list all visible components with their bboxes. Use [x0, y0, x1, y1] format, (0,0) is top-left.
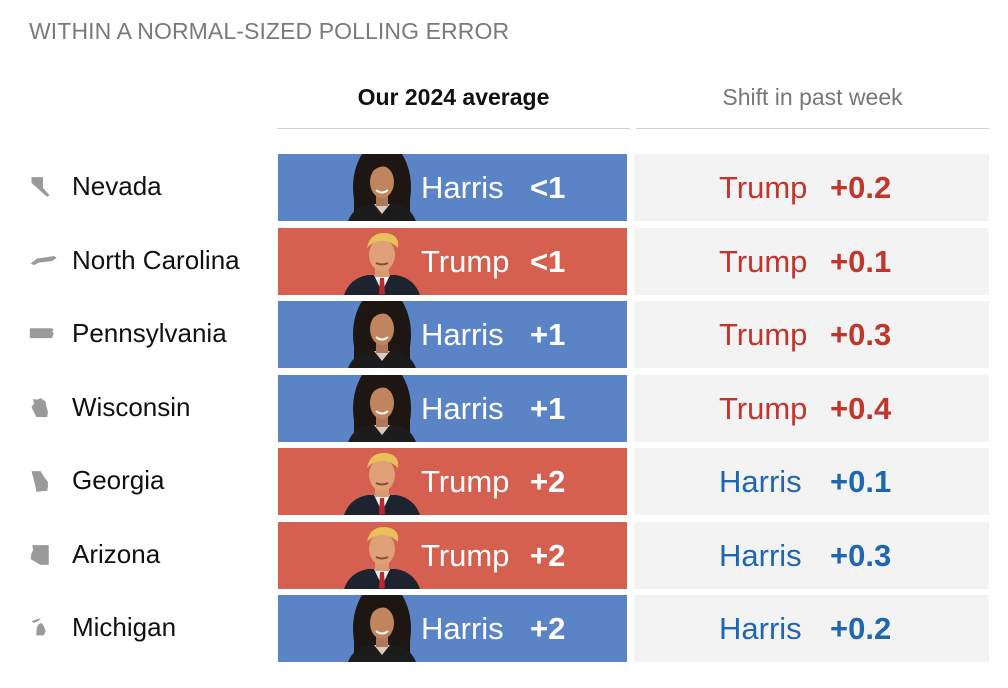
table-row: Nevada Harris <1 Trump +0.2: [0, 154, 1008, 221]
state-name: Pennsylvania: [72, 318, 227, 348]
table-row: Arizona Trump +2 Harris +0.3: [0, 521, 1008, 589]
shift-value: +0.2: [830, 170, 892, 205]
leader-name: Trump: [421, 243, 510, 279]
shift-value: +0.1: [830, 464, 892, 499]
shift-value: +0.3: [830, 537, 892, 573]
state-shape-icon: [29, 247, 57, 275]
column-header-shift: Shift in past week: [722, 84, 903, 110]
state-name: Michigan: [72, 612, 177, 642]
leader-name: Harris: [421, 390, 504, 426]
table-row: Michigan Harris +2 Harris +0.2: [0, 595, 1008, 662]
average-cell: Harris +1: [278, 301, 627, 368]
average-cell: Trump +2: [278, 448, 627, 515]
shift-candidate: Harris: [719, 464, 802, 499]
shift-cell: Harris +0.1: [634, 448, 989, 515]
shift-candidate: Trump: [719, 317, 808, 352]
column-rule-average: [277, 128, 630, 129]
harris-portrait: [340, 595, 424, 662]
average-cell: Harris +2: [278, 595, 627, 662]
state-shape-icon: [29, 173, 57, 201]
harris-portrait: [340, 154, 424, 221]
trump-portrait: [340, 448, 424, 515]
trump-portrait: [340, 522, 424, 589]
shift-value: +0.2: [830, 611, 892, 646]
leader-name: Trump: [421, 537, 510, 573]
state-shape-icon: [29, 394, 57, 422]
average-cell: Harris <1: [278, 154, 627, 221]
shift-cell: Harris +0.2: [634, 595, 989, 662]
trump-portrait: [340, 228, 424, 295]
shift-value: +0.4: [830, 390, 892, 426]
state-name: North Carolina: [72, 244, 240, 275]
table-row: Wisconsin Harris +1 Trump +0.4: [0, 374, 1008, 442]
average-cell: Harris +1: [278, 374, 627, 442]
margin-value: +1: [530, 317, 566, 352]
table-row: Georgia Trump +2 Harris +0.1: [0, 448, 1008, 515]
state-name: Arizona: [72, 538, 161, 569]
harris-portrait: [340, 301, 424, 368]
column-rule-shift: [636, 128, 989, 129]
margin-value: +2: [530, 464, 566, 499]
table-row: North Carolina Trump <1 Trump +0.1: [0, 227, 1008, 295]
shift-value: +0.1: [830, 243, 892, 279]
chart-title: WITHIN A NORMAL-SIZED POLLING ERROR: [29, 18, 510, 44]
state-shape-icon: [29, 320, 57, 348]
state-name: Nevada: [72, 171, 162, 201]
shift-candidate: Trump: [719, 390, 808, 426]
leader-name: Trump: [421, 464, 510, 499]
shift-candidate: Trump: [719, 170, 808, 205]
shift-candidate: Harris: [719, 611, 802, 646]
margin-value: +2: [530, 611, 566, 646]
state-name: Georgia: [72, 465, 165, 495]
shift-value: +0.3: [830, 317, 892, 352]
margin-value: <1: [530, 243, 566, 279]
shift-candidate: Harris: [719, 537, 802, 573]
state-shape-icon: [29, 614, 57, 642]
leader-name: Harris: [421, 170, 504, 205]
table-row: Pennsylvania Harris +1 Trump +0.3: [0, 301, 1008, 368]
shift-cell: Trump +0.4: [634, 374, 989, 442]
margin-value: +2: [530, 537, 566, 573]
state-name: Wisconsin: [72, 391, 191, 422]
harris-portrait: [340, 374, 424, 442]
leader-name: Harris: [421, 317, 504, 352]
margin-value: +1: [530, 390, 566, 426]
average-cell: Trump <1: [278, 227, 627, 295]
shift-cell: Trump +0.1: [634, 227, 989, 295]
state-shape-icon: [29, 467, 57, 495]
shift-cell: Harris +0.3: [634, 521, 989, 589]
average-cell: Trump +2: [278, 521, 627, 589]
column-header-average: Our 2024 average: [357, 84, 550, 110]
leader-name: Harris: [421, 611, 504, 646]
margin-value: <1: [530, 170, 566, 205]
state-shape-icon: [29, 541, 57, 569]
shift-cell: Trump +0.3: [634, 301, 989, 368]
shift-candidate: Trump: [719, 243, 808, 279]
shift-cell: Trump +0.2: [634, 154, 989, 221]
